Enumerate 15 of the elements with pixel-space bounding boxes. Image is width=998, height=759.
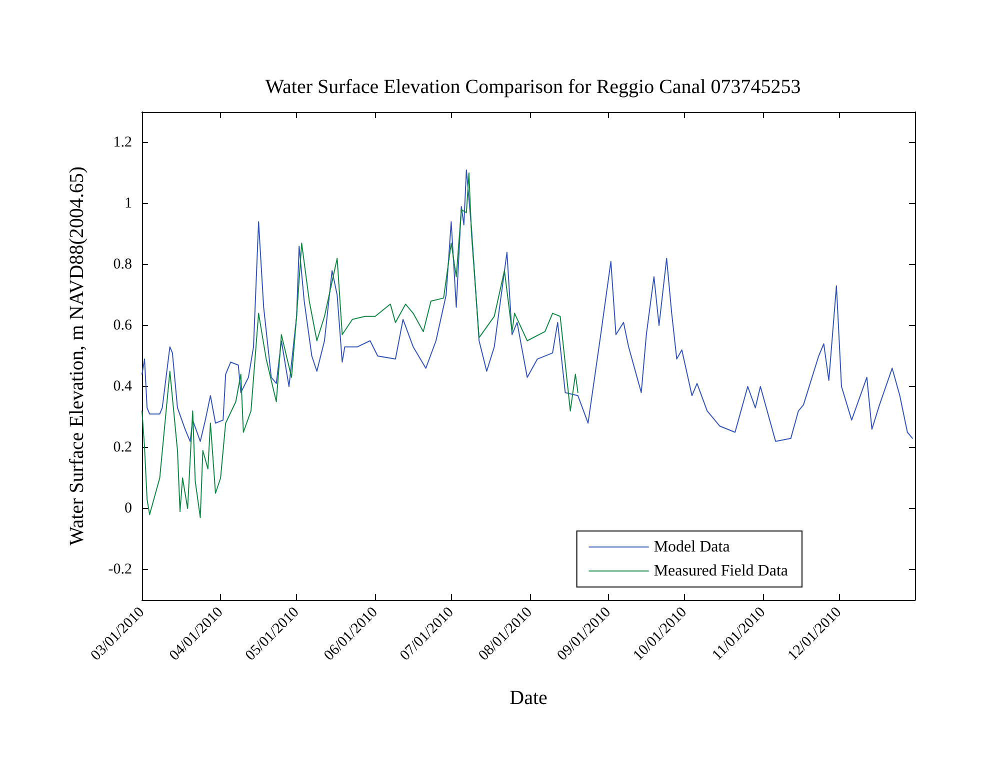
chart-title: Water Surface Elevation Comparison for Reggio Canal 073745253	[265, 76, 801, 98]
y-tick-label: 0.4	[113, 378, 132, 394]
x-axis-title: Date	[510, 687, 548, 709]
line-series	[142, 172, 578, 518]
legend-label: Model Data	[654, 538, 730, 556]
y-tick-label: -0.2	[108, 562, 132, 578]
legend-label: Measured Field Data	[654, 562, 788, 580]
y-tick-label: 0.6	[113, 318, 132, 334]
y-tick-label: 1.2	[113, 134, 132, 150]
y-tick-label: 0.8	[113, 256, 132, 272]
y-axis-title: Water Surface Elevation, m NAVD88(2004.65)	[66, 166, 88, 546]
y-tick-label: 1	[124, 196, 132, 212]
y-tick-label: 0	[124, 500, 132, 516]
line-series	[142, 169, 913, 442]
y-tick-label: 0.2	[113, 440, 132, 456]
